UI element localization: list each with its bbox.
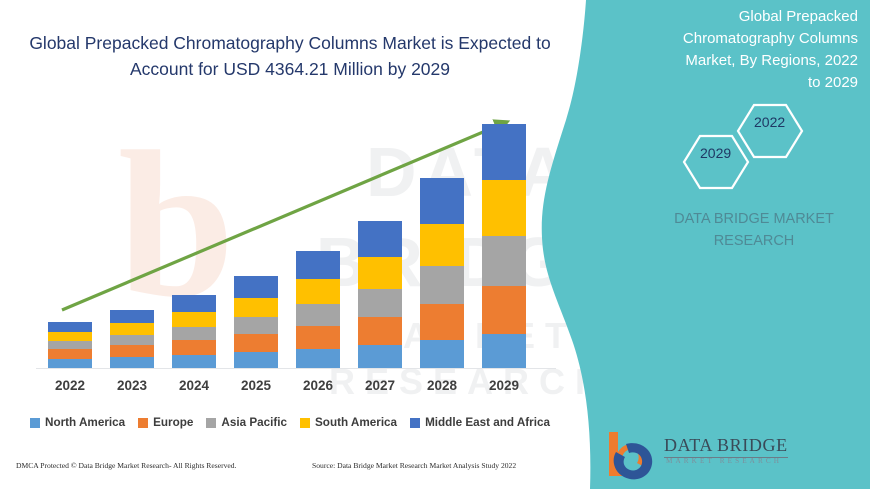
bar-2026 xyxy=(296,251,340,368)
bar-segment-north-america xyxy=(296,349,340,368)
x-label-2025: 2025 xyxy=(240,378,272,393)
bar-segment-middle-east-and-africa xyxy=(358,221,402,257)
bar-segment-europe xyxy=(358,317,402,345)
hexagon-group xyxy=(682,103,804,190)
legend-item-north-america[interactable]: North America xyxy=(30,416,125,429)
bar-segment-asia-pacific xyxy=(234,317,278,334)
bar-segment-north-america xyxy=(420,340,464,368)
legend-swatch-icon xyxy=(206,417,217,428)
bar-segment-middle-east-and-africa xyxy=(110,310,154,323)
x-label-2024: 2024 xyxy=(178,378,210,393)
x-label-2023: 2023 xyxy=(116,378,148,393)
bar-segment-south-america xyxy=(234,298,278,317)
right-panel-title: Global Prepacked Chromatography Columns … xyxy=(682,8,858,92)
footer-source: Source: Data Bridge Market Research Mark… xyxy=(312,461,517,470)
logo-wordmark: DATA BRIDGE xyxy=(664,435,788,458)
legend-label: South America xyxy=(315,416,398,429)
bar-segment-europe xyxy=(482,286,526,334)
bar-segment-north-america xyxy=(482,334,526,368)
bar-segment-north-america xyxy=(48,359,92,368)
growth-arrow-icon xyxy=(61,119,511,312)
legend-swatch-icon xyxy=(30,417,41,428)
x-label-2026: 2026 xyxy=(302,378,334,393)
bar-segment-europe xyxy=(48,349,92,359)
bar-segment-asia-pacific xyxy=(110,335,154,345)
watermark-text: DATA BRIDGE MARKET RESEARCH xyxy=(240,128,700,405)
bar-segment-asia-pacific xyxy=(296,304,340,326)
bar-segment-europe xyxy=(296,326,340,349)
bars-container xyxy=(48,124,526,368)
bar-segment-asia-pacific xyxy=(172,327,216,340)
bar-segment-north-america xyxy=(110,357,154,368)
bar-segment-south-america xyxy=(172,312,216,327)
bar-segment-asia-pacific xyxy=(358,289,402,317)
bar-2023 xyxy=(110,310,154,368)
x-label-2022: 2022 xyxy=(54,378,86,393)
bar-segment-europe xyxy=(420,304,464,340)
bar-segment-middle-east-and-africa xyxy=(420,178,464,224)
bar-segment-middle-east-and-africa xyxy=(234,276,278,298)
x-label-2028: 2028 xyxy=(426,378,458,393)
stacked-bar-chart: 2022 2023 2024 2025 2026 2027 2028 2029 North A… xyxy=(0,119,580,429)
x-label-2029: 2029 xyxy=(488,378,520,393)
logo-tagline: MARKET RESEARCH xyxy=(666,457,783,465)
bar-segment-north-america xyxy=(172,355,216,368)
legend-label: Middle East and Africa xyxy=(425,416,550,429)
hexagon-label-2029: 2029 xyxy=(700,145,732,161)
x-axis-line xyxy=(36,368,556,369)
hexagon-2029-shape xyxy=(682,134,750,190)
data-bridge-logo-icon xyxy=(609,432,653,480)
bar-segment-south-america xyxy=(420,224,464,266)
footer-copyright: DMCA Protected © Data Bridge Market Rese… xyxy=(16,461,237,470)
bar-segment-south-america xyxy=(48,332,92,341)
bar-segment-middle-east-and-africa xyxy=(482,124,526,180)
bar-segment-middle-east-and-africa xyxy=(296,251,340,279)
bar-segment-middle-east-and-africa xyxy=(172,295,216,312)
legend-swatch-icon xyxy=(410,417,421,428)
bar-segment-asia-pacific xyxy=(48,341,92,349)
bar-2028 xyxy=(420,178,464,368)
bar-segment-south-america xyxy=(358,257,402,289)
legend-item-asia-pacific[interactable]: Asia Pacific xyxy=(206,416,287,429)
bar-segment-north-america xyxy=(234,351,278,368)
x-axis-labels: 2022 2023 2024 2025 2026 2027 2028 2029 xyxy=(0,378,580,400)
legend-swatch-icon xyxy=(300,417,311,428)
bar-segment-south-america xyxy=(482,180,526,236)
bar-segment-north-america xyxy=(358,345,402,368)
bar-segment-asia-pacific xyxy=(482,236,526,286)
bar-segment-europe xyxy=(234,333,278,352)
legend-item-middle-east-and-africa[interactable]: Middle East and Africa xyxy=(410,416,550,429)
legend-label: Asia Pacific xyxy=(221,416,288,429)
bar-2024 xyxy=(172,295,216,368)
bar-2022 xyxy=(48,322,92,368)
bar-2029 xyxy=(482,124,526,368)
chart-legend: North America Europe Asia Pacific South Ame… xyxy=(0,416,580,429)
legend-label: Europe xyxy=(153,416,194,429)
hexagon-2022-shape xyxy=(736,103,804,159)
bar-segment-asia-pacific xyxy=(420,266,464,304)
legend-item-europe[interactable]: Europe xyxy=(138,416,193,429)
hexagon-label-2022: 2022 xyxy=(754,114,786,130)
bar-2027 xyxy=(358,221,402,368)
right-panel-brand: DATA BRIDGE MARKET RESEARCH xyxy=(674,211,834,249)
bar-segment-middle-east-and-africa xyxy=(48,322,92,332)
bar-2025 xyxy=(234,276,278,368)
bar-segment-europe xyxy=(172,340,216,355)
x-label-2027: 2027 xyxy=(364,378,396,393)
legend-item-south-america[interactable]: South America xyxy=(300,416,397,429)
page-title: Global Prepacked Chromatography Columns … xyxy=(29,33,551,80)
bar-segment-south-america xyxy=(296,279,340,304)
bar-segment-south-america xyxy=(110,323,154,335)
legend-label: North America xyxy=(45,416,126,429)
bar-segment-europe xyxy=(110,345,154,357)
legend-swatch-icon xyxy=(138,417,149,428)
